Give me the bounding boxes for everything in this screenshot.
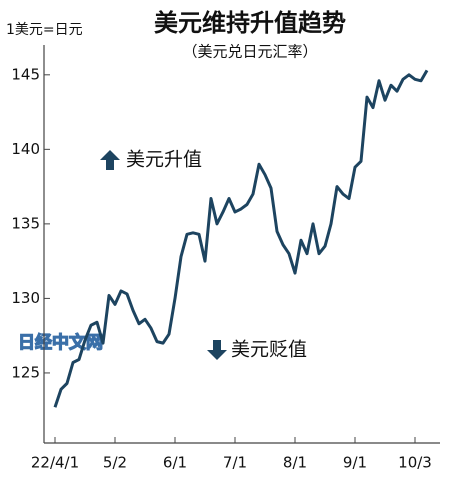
x-tick-label: 7/1 bbox=[223, 454, 247, 472]
y-tick-label: 145 bbox=[11, 65, 40, 83]
chart-title: 美元维持升值趋势 bbox=[154, 9, 346, 37]
x-tick-label: 5/2 bbox=[103, 454, 127, 472]
x-tick-label: 6/1 bbox=[163, 454, 187, 472]
x-tick-label: 9/1 bbox=[343, 454, 367, 472]
x-tick-label: 8/1 bbox=[283, 454, 307, 472]
watermark: 日经中文网 bbox=[18, 332, 103, 353]
up-arrow bbox=[100, 150, 120, 170]
y-tick-label: 140 bbox=[11, 140, 40, 158]
line-series bbox=[53, 69, 429, 408]
chart-subtitle: （美元兑日元汇率） bbox=[182, 43, 317, 61]
y-tick-label: 130 bbox=[11, 289, 40, 307]
y-tick-label: 135 bbox=[11, 214, 40, 232]
x-tick-label: 22/4/1 bbox=[31, 454, 79, 472]
y-tick-label: 125 bbox=[11, 363, 40, 381]
annotation: 美元升值 bbox=[126, 149, 202, 171]
y-axis-label: 1美元=日元 bbox=[6, 22, 83, 38]
x-tick-label: 10/3 bbox=[398, 454, 432, 472]
down-arrow bbox=[207, 340, 227, 360]
annotation: 美元贬值 bbox=[231, 339, 307, 361]
